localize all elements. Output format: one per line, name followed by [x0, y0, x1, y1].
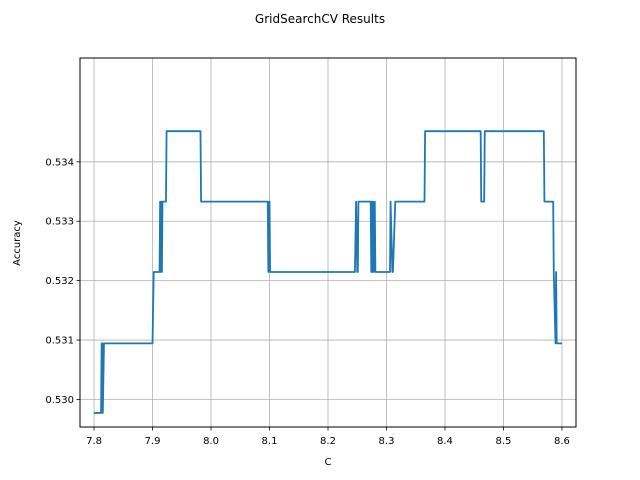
x-tick-label: 7.8 — [86, 436, 102, 447]
y-tick-label: 0.533 — [45, 217, 74, 228]
x-tick-label: 8.2 — [320, 436, 336, 447]
series-group — [94, 130, 562, 414]
y-axis-label: Accuracy — [12, 220, 23, 266]
y-tick-label: 0.532 — [45, 276, 74, 287]
x-axis-label: C — [325, 457, 332, 468]
chart-title: GridSearchCV Results — [255, 12, 385, 26]
y-tick-label: 0.530 — [45, 395, 74, 406]
x-tick-label: 8.3 — [379, 436, 395, 447]
x-tick-label: 7.9 — [145, 436, 161, 447]
y-tick-label: 0.531 — [45, 336, 74, 347]
x-tick-label: 8.1 — [262, 436, 278, 447]
x-axis: 7.8 7.9 8.0 8.1 8.2 8.3 8.4 8.5 8.6 — [86, 427, 570, 447]
x-tick-label: 8.6 — [554, 436, 570, 447]
series-line — [94, 130, 562, 414]
x-tick-label: 8.4 — [437, 436, 453, 447]
y-axis: 0.530 0.531 0.532 0.533 0.534 — [45, 157, 80, 406]
x-tick-label: 8.0 — [203, 436, 219, 447]
x-tick-label: 8.5 — [496, 436, 512, 447]
y-tick-label: 0.534 — [45, 157, 74, 168]
grid — [80, 58, 576, 427]
